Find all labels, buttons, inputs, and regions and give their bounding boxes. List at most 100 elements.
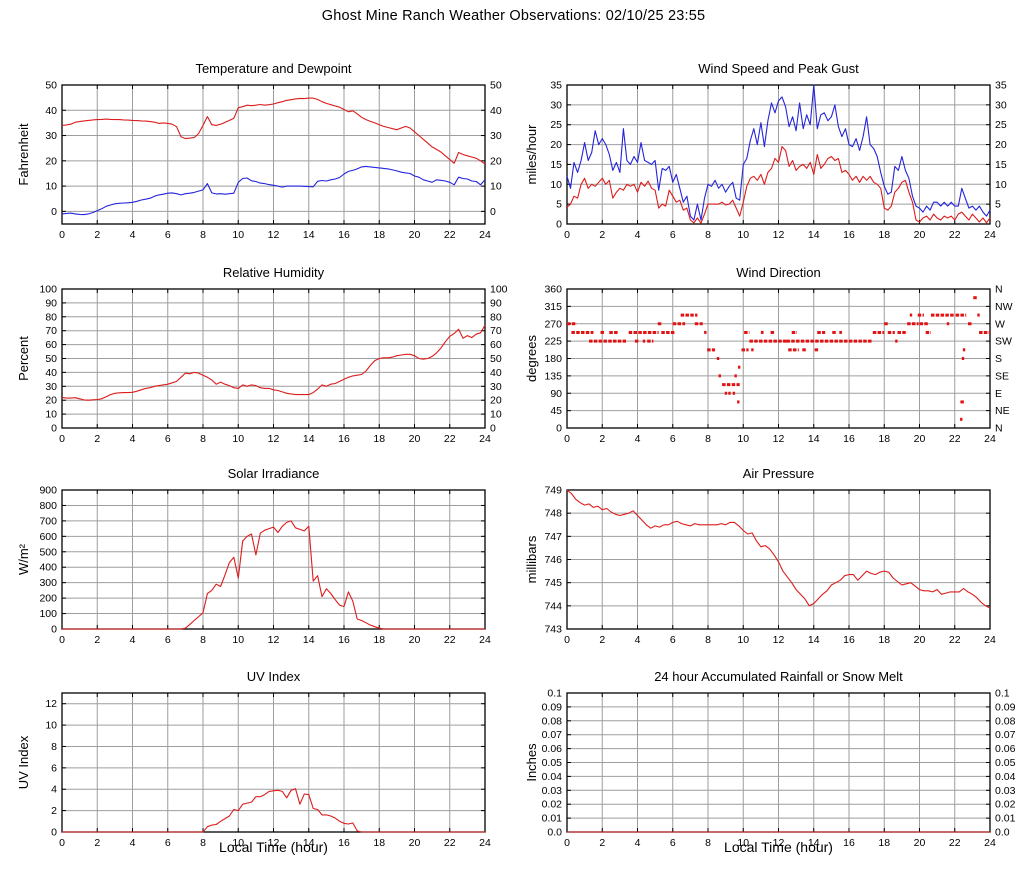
svg-text:25: 25 <box>995 119 1007 131</box>
svg-text:180: 180 <box>544 353 562 365</box>
svg-text:0.08: 0.08 <box>995 715 1016 727</box>
svg-text:2: 2 <box>599 634 605 646</box>
svg-text:0: 0 <box>59 433 65 445</box>
chart-rainfall: 0 2 4 6 8 10 12 14 16 18 20 22 24 0.0 0.0 0.01 0.01 0.02 0… <box>514 663 1027 863</box>
svg-text:745: 745 <box>544 577 562 589</box>
svg-text:10: 10 <box>550 179 562 191</box>
svg-text:22: 22 <box>444 433 456 445</box>
svg-text:0.03: 0.03 <box>995 785 1016 797</box>
svg-text:80: 80 <box>490 311 502 323</box>
svg-text:10: 10 <box>737 837 749 849</box>
svg-text:20: 20 <box>409 634 421 646</box>
svg-text:4: 4 <box>130 837 136 849</box>
svg-text:N: N <box>995 423 1003 435</box>
svg-text:5: 5 <box>556 199 562 211</box>
chart-title: Solar Irradiance <box>227 466 320 481</box>
svg-text:16: 16 <box>338 634 350 646</box>
svg-text:5: 5 <box>995 199 1001 211</box>
svg-text:2: 2 <box>599 229 605 241</box>
svg-text:S: S <box>995 353 1002 365</box>
svg-text:14: 14 <box>808 229 820 241</box>
svg-text:20: 20 <box>914 433 926 445</box>
svg-text:10: 10 <box>232 837 244 849</box>
svg-text:18: 18 <box>878 634 890 646</box>
svg-text:18: 18 <box>373 837 385 849</box>
svg-text:4: 4 <box>51 784 57 796</box>
svg-text:0.02: 0.02 <box>995 799 1016 811</box>
svg-text:30: 30 <box>490 130 502 142</box>
svg-text:0: 0 <box>490 206 496 218</box>
svg-text:50: 50 <box>45 80 57 92</box>
chart-temperature-dewpoint: 0 2 4 6 8 10 12 14 16 18 20 22 24 0 0 10 10 20 20 30 30 40 40 5… <box>0 55 513 255</box>
svg-text:14: 14 <box>303 229 315 241</box>
svg-text:30: 30 <box>550 99 562 111</box>
svg-text:50: 50 <box>45 353 57 365</box>
y-axis-label: millibars <box>524 535 539 584</box>
svg-text:4: 4 <box>635 433 641 445</box>
svg-text:0: 0 <box>564 433 570 445</box>
svg-text:16: 16 <box>843 634 855 646</box>
svg-text:600: 600 <box>39 531 57 543</box>
y-axis-label: W/m² <box>16 543 31 576</box>
svg-text:10: 10 <box>490 409 502 421</box>
rainfall-plot: 0 2 4 6 8 10 12 14 16 18 20 22 240.0 0.00.01 0.010.02 0… <box>542 688 1016 850</box>
svg-text:12: 12 <box>268 837 280 849</box>
svg-text:10: 10 <box>45 181 57 193</box>
svg-text:100: 100 <box>39 608 57 620</box>
svg-text:22: 22 <box>444 634 456 646</box>
svg-text:N: N <box>995 284 1003 296</box>
svg-text:4: 4 <box>130 433 136 445</box>
svg-text:20: 20 <box>995 139 1007 151</box>
svg-text:10: 10 <box>232 229 244 241</box>
svg-text:22: 22 <box>444 837 456 849</box>
svg-text:E: E <box>995 388 1002 400</box>
y-axis-label: degrees <box>524 335 539 382</box>
svg-text:18: 18 <box>373 229 385 241</box>
svg-text:60: 60 <box>45 339 57 351</box>
svg-text:6: 6 <box>51 762 57 774</box>
y-axis-label: Percent <box>16 336 31 381</box>
svg-text:20: 20 <box>490 155 502 167</box>
svg-text:35: 35 <box>995 80 1007 92</box>
svg-text:20: 20 <box>409 433 421 445</box>
svg-text:6: 6 <box>165 837 171 849</box>
svg-text:14: 14 <box>808 837 820 849</box>
svg-text:25: 25 <box>550 119 562 131</box>
svg-text:12: 12 <box>773 229 785 241</box>
svg-text:2: 2 <box>599 433 605 445</box>
svg-text:0: 0 <box>51 423 57 435</box>
svg-text:30: 30 <box>45 381 57 393</box>
svg-text:16: 16 <box>338 229 350 241</box>
y-axis-label: UV Index <box>16 735 31 790</box>
svg-text:6: 6 <box>165 634 171 646</box>
svg-text:30: 30 <box>45 130 57 142</box>
svg-text:2: 2 <box>51 805 57 817</box>
y-axis-label: miles/hour <box>524 124 539 185</box>
svg-text:0.0: 0.0 <box>547 827 562 839</box>
svg-text:24: 24 <box>984 837 996 849</box>
svg-text:100: 100 <box>39 284 57 296</box>
svg-text:20: 20 <box>914 837 926 849</box>
svg-text:8: 8 <box>200 634 206 646</box>
svg-text:0.07: 0.07 <box>995 729 1016 741</box>
svg-text:16: 16 <box>338 433 350 445</box>
chart-uv-index: 0 2 4 6 8 10 12 14 16 18 20 22 24 0 2 4 6 8 10 12 UV Index … <box>0 663 513 863</box>
svg-text:749: 749 <box>544 485 562 497</box>
svg-text:70: 70 <box>490 325 502 337</box>
svg-text:6: 6 <box>670 837 676 849</box>
svg-text:4: 4 <box>635 634 641 646</box>
svg-text:30: 30 <box>995 99 1007 111</box>
svg-text:90: 90 <box>490 297 502 309</box>
svg-text:15: 15 <box>550 159 562 171</box>
svg-text:18: 18 <box>373 433 385 445</box>
svg-text:10: 10 <box>232 634 244 646</box>
svg-text:0.06: 0.06 <box>542 743 563 755</box>
svg-text:2: 2 <box>599 837 605 849</box>
svg-text:24: 24 <box>479 229 491 241</box>
svg-text:12: 12 <box>268 634 280 646</box>
svg-text:10: 10 <box>737 634 749 646</box>
svg-text:12: 12 <box>268 433 280 445</box>
svg-text:0.04: 0.04 <box>542 771 563 783</box>
